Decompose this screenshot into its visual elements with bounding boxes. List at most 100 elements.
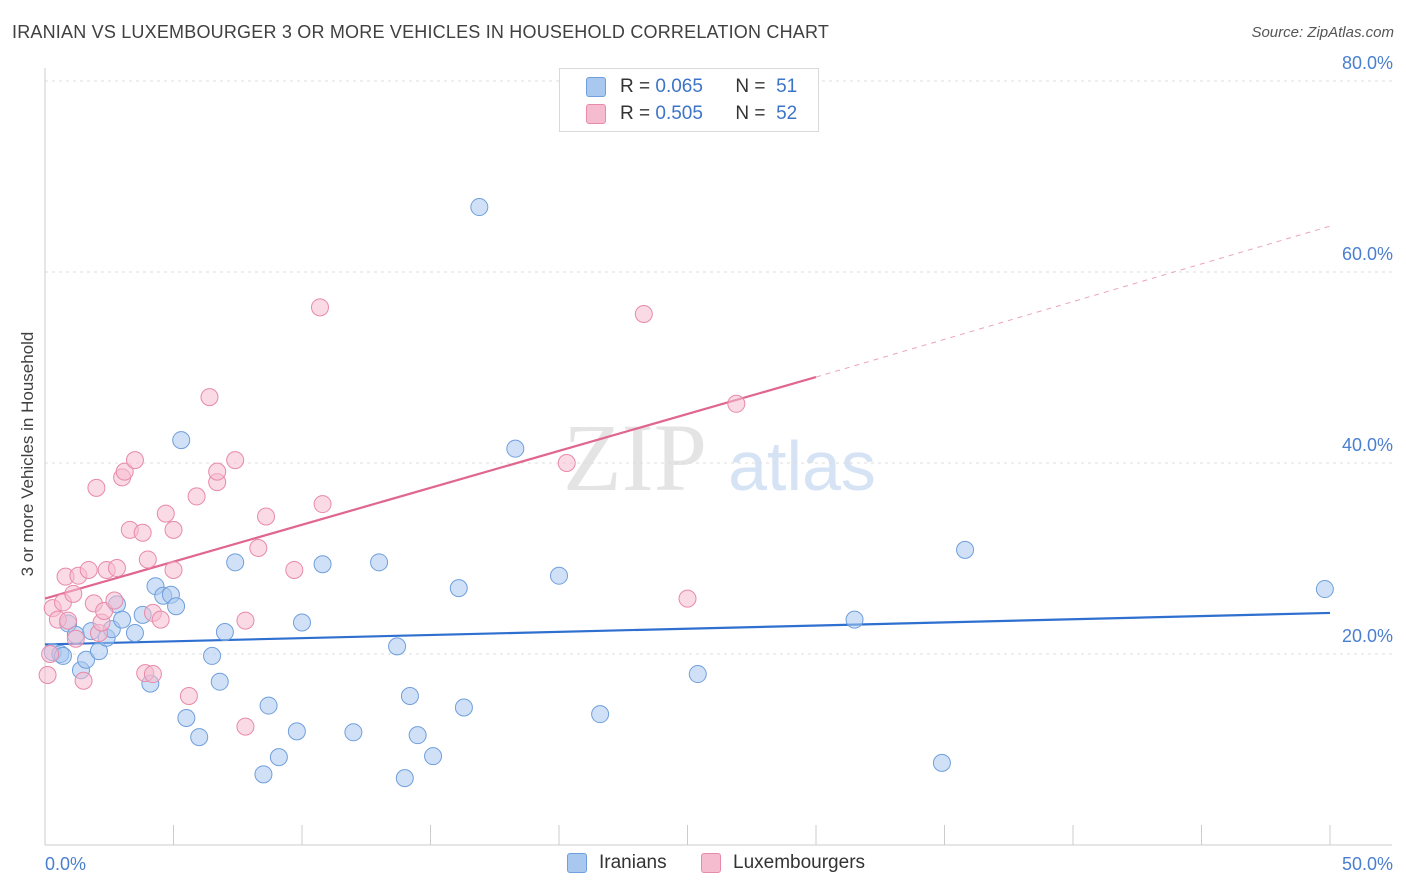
x-tick-label: 50.0% [1342, 854, 1393, 874]
data-point [932, 753, 951, 772]
data-point [143, 665, 162, 684]
data-point [591, 705, 610, 724]
data-point [634, 305, 653, 324]
legend-label: Luxembourgers [733, 852, 866, 873]
data-point [454, 698, 473, 717]
data-point [107, 559, 126, 578]
n-value: 51 [776, 76, 798, 97]
n-label: N = [735, 76, 766, 97]
data-point [177, 708, 196, 727]
data-point [210, 672, 229, 691]
data-point [187, 487, 206, 506]
data-point [550, 566, 568, 585]
data-point [125, 451, 144, 470]
data-point [59, 611, 78, 630]
data-point [156, 504, 175, 523]
data-point [113, 610, 132, 629]
axes [44, 68, 1392, 846]
data-point [115, 462, 134, 481]
r-value: 0.065 [655, 76, 703, 97]
x-tick-label: 0.0% [45, 854, 86, 874]
data-point [254, 765, 273, 784]
watermark-atlas: atlas [728, 427, 876, 505]
legend-row-luxembourgers: R = 0.505 N = 52 [586, 102, 797, 126]
data-point [845, 610, 864, 629]
data-point [203, 646, 222, 665]
n-value: 52 [776, 103, 798, 124]
data-point [727, 394, 746, 413]
iranians-swatch [567, 853, 587, 873]
data-point [313, 495, 332, 514]
r-label: R = [620, 103, 651, 124]
data-point [400, 687, 419, 706]
data-point [395, 769, 414, 788]
trend-extension-luxembourgers [815, 225, 1331, 378]
data-point [77, 650, 96, 669]
data-point [506, 439, 525, 458]
source-label: Source: ZipAtlas.com [1251, 24, 1394, 41]
data-point [41, 645, 60, 663]
data-point [956, 540, 975, 559]
data-point [66, 629, 85, 648]
data-point [408, 726, 427, 745]
series-legend: Iranians Luxembourgers [0, 852, 1406, 876]
trend-line-iranians [44, 611, 1331, 646]
data-point [259, 696, 278, 715]
data-point [236, 717, 255, 736]
n-label: N = [735, 103, 766, 124]
iranians-swatch [586, 77, 606, 97]
data-point [164, 520, 183, 539]
data-point [470, 198, 489, 217]
y-tick-label: 80.0% [1342, 53, 1393, 73]
data-point [285, 560, 304, 579]
data-point [370, 553, 389, 572]
luxembourgers-swatch [701, 853, 721, 873]
grid-lines [45, 80, 1392, 655]
y-tick-label: 20.0% [1342, 626, 1393, 646]
data-point [226, 451, 245, 470]
data-point [125, 623, 144, 642]
data-point [449, 579, 468, 598]
data-point [313, 555, 332, 574]
data-point [208, 462, 227, 481]
data-point [287, 722, 306, 741]
data-point [179, 687, 198, 706]
data-point [64, 584, 83, 603]
data-point [87, 478, 106, 497]
tick-labels: 20.0% 40.0% 60.0% 80.0% 0.0% 50.0% [45, 53, 1393, 874]
watermark: ZIP atlas [563, 404, 876, 511]
data-point [1315, 580, 1334, 599]
data-point [151, 610, 170, 629]
data-points [38, 198, 1334, 788]
data-point [172, 431, 191, 450]
data-point [74, 671, 93, 690]
data-point [164, 560, 183, 579]
data-point [344, 723, 363, 742]
data-point [138, 550, 157, 569]
luxembourgers-swatch [586, 104, 606, 124]
data-point [293, 613, 311, 632]
data-point [269, 748, 288, 767]
data-point [257, 507, 276, 526]
data-point [200, 388, 219, 407]
stats-legend: R = 0.065 N = 51 R = 0.505 N = 52 [559, 68, 819, 132]
data-point [678, 589, 697, 608]
legend-item-luxembourgers[interactable]: Luxembourgers [701, 852, 865, 874]
series-luxembourgers [38, 298, 746, 736]
data-point [557, 454, 576, 472]
data-point [388, 637, 407, 656]
data-point [215, 623, 234, 642]
data-point [38, 666, 57, 685]
data-point [79, 560, 98, 579]
chart-title: IRANIAN VS LUXEMBOURGER 3 OR MORE VEHICL… [12, 22, 830, 42]
legend-item-iranians[interactable]: Iranians [567, 852, 667, 874]
data-point [688, 665, 707, 684]
data-point [249, 538, 268, 557]
data-point [310, 298, 329, 317]
legend-row-iranians: R = 0.065 N = 51 [586, 75, 797, 99]
r-label: R = [620, 76, 651, 97]
data-point [190, 728, 209, 747]
watermark-zip: ZIP [563, 404, 707, 511]
y-tick-label: 60.0% [1342, 244, 1393, 264]
